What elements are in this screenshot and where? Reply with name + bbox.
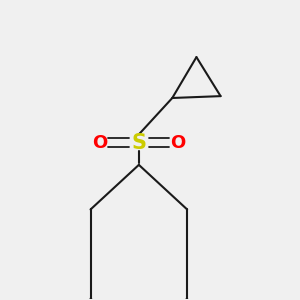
Text: O: O — [170, 134, 185, 152]
Text: O: O — [92, 134, 107, 152]
Text: S: S — [131, 133, 146, 153]
